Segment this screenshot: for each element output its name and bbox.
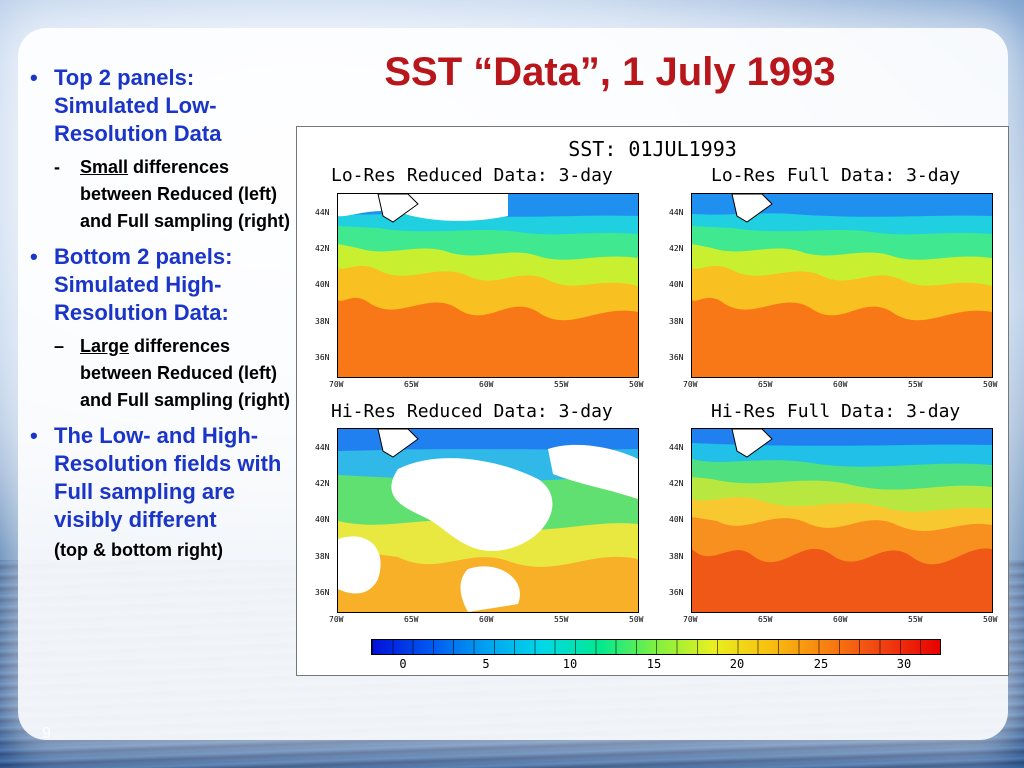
panel-lo-reduced: [337, 193, 639, 378]
bullet-2-text: Bottom 2 panels: Simulated High-Resoluti…: [54, 244, 233, 325]
bullet-2: • Bottom 2 panels: Simulated High-Resolut…: [30, 244, 233, 325]
lon-tick-p1-55w: 55W: [554, 380, 569, 389]
sst-map-lo-reduced: [338, 194, 638, 377]
lat-tick-p2-36n: 36N: [669, 353, 684, 362]
colorbar-label-10: 10: [562, 657, 578, 671]
panel-title-hi-reduced: Hi-Res Reduced Data: 3-day: [331, 401, 613, 422]
lat-tick-p1-36n: 36N: [315, 353, 330, 362]
sub-bullet-2: – Large differences between Reduced (left…: [28, 333, 298, 414]
lat-tick-p2-40n: 40N: [669, 280, 684, 289]
lat-tick-p4-38n: 38N: [669, 552, 684, 561]
panel-hi-full: [691, 428, 993, 613]
lon-tick-p3-65w: 65W: [404, 615, 419, 624]
colorbar-label-5: 5: [482, 657, 490, 671]
lon-tick-p2-50w: 50W: [983, 380, 998, 389]
slide-title: SST “Data”, 1 July 1993: [384, 50, 836, 94]
sub-bullet-2-emph: Large: [80, 336, 130, 356]
bullet-3: • The Low- and High-Resolution fields wit…: [30, 423, 282, 532]
colorbar-label-25: 25: [813, 657, 829, 671]
lat-tick-p4-36n: 36N: [669, 588, 684, 597]
bullet-1: • Top 2 panels: Simulated Low-Resolution …: [30, 65, 222, 146]
page-number: 9: [42, 725, 51, 742]
sst-figure: SST: 01JUL1993 Lo-Res Reduced Data: 3-da…: [296, 126, 1009, 676]
lat-tick-p2-44n: 44N: [669, 208, 684, 217]
lat-tick-p1-44n: 44N: [315, 208, 330, 217]
lon-tick-p3-60w: 60W: [479, 615, 494, 624]
sub-bullet-1: - Small differences between Reduced (left…: [28, 154, 298, 235]
lon-tick-p1-70w: 70W: [329, 380, 344, 389]
lon-tick-p1-50w: 50W: [629, 380, 644, 389]
lat-tick-p4-40n: 40N: [669, 515, 684, 524]
lon-tick-p3-55w: 55W: [554, 615, 569, 624]
figure-title: SST: 01JUL1993: [568, 137, 737, 161]
sub-bullet-2-marker: –: [54, 336, 65, 356]
sst-map-hi-full: [692, 429, 992, 612]
bullet-list: • Top 2 panels: Simulated Low-Resolution …: [28, 64, 298, 561]
lat-tick-p3-42n: 42N: [315, 479, 330, 488]
panel-title-lo-full: Lo-Res Full Data: 3-day: [711, 165, 961, 186]
lon-tick-p4-65w: 65W: [758, 615, 773, 624]
lon-tick-p4-50w: 50W: [983, 615, 998, 624]
colorbar-label-15: 15: [646, 657, 662, 671]
lat-tick-p3-38n: 38N: [315, 552, 330, 561]
lon-tick-p4-70w: 70W: [683, 615, 698, 624]
lat-tick-p1-40n: 40N: [315, 280, 330, 289]
lon-tick-p1-65w: 65W: [404, 380, 419, 389]
lon-tick-p3-70w: 70W: [329, 615, 344, 624]
lat-tick-p4-42n: 42N: [669, 479, 684, 488]
sub-bullet-1-marker: -: [54, 157, 60, 177]
lat-tick-p2-42n: 42N: [669, 244, 684, 253]
lon-tick-p2-65w: 65W: [758, 380, 773, 389]
bullet-1-text: Top 2 panels: Simulated Low-Resolution D…: [54, 65, 222, 146]
sst-map-hi-reduced: [338, 429, 638, 612]
lat-tick-p3-44n: 44N: [315, 443, 330, 452]
lon-tick-p1-60w: 60W: [479, 380, 494, 389]
lat-tick-p4-44n: 44N: [669, 443, 684, 452]
lon-tick-p2-55w: 55W: [908, 380, 923, 389]
lat-tick-p1-38n: 38N: [315, 317, 330, 326]
lon-tick-p4-60w: 60W: [833, 615, 848, 624]
sub-bullet-1-text: differences between Reduced (left) and F…: [80, 157, 290, 231]
panel-lo-full: [691, 193, 993, 378]
lon-tick-p3-50w: 50W: [629, 615, 644, 624]
lat-tick-p3-36n: 36N: [315, 588, 330, 597]
lat-tick-p3-40n: 40N: [315, 515, 330, 524]
colorbar-label-0: 0: [399, 657, 407, 671]
sub-bullet-1-emph: Small: [80, 157, 129, 177]
lon-tick-p2-70w: 70W: [683, 380, 698, 389]
panel-title-lo-reduced: Lo-Res Reduced Data: 3-day: [331, 165, 613, 186]
sst-map-lo-full: [692, 194, 992, 377]
colorbar-label-20: 20: [729, 657, 745, 671]
bullet-3-text: The Low- and High-Resolution fields with…: [54, 423, 282, 532]
lon-tick-p4-55w: 55W: [908, 615, 923, 624]
bullet-note: (top & bottom right): [54, 540, 223, 560]
colorbar-label-30: 30: [896, 657, 912, 671]
lon-tick-p2-60w: 60W: [833, 380, 848, 389]
lat-tick-p2-38n: 38N: [669, 317, 684, 326]
sub-bullet-2-text: differences between Reduced (left) and F…: [80, 336, 290, 410]
lat-tick-p1-42n: 42N: [315, 244, 330, 253]
panel-title-hi-full: Hi-Res Full Data: 3-day: [711, 401, 961, 422]
colorbar: [371, 639, 941, 655]
panel-hi-reduced: [337, 428, 639, 613]
